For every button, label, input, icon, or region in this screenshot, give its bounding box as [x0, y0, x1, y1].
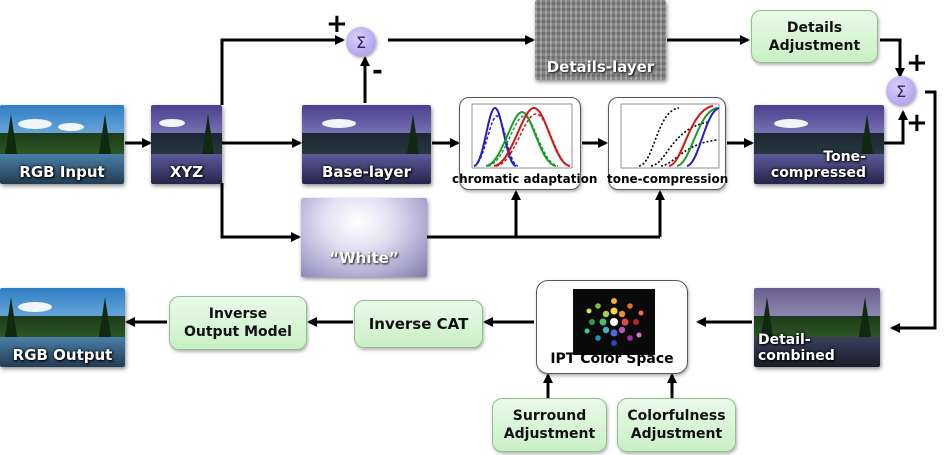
ipt-color-space-box: IPT Color Space	[536, 280, 688, 374]
detail-combined-label: Detail-combined	[758, 332, 835, 364]
ipt-color-space-label: IPT Color Space	[550, 351, 674, 367]
sum-node-top: Σ	[346, 27, 376, 57]
minus-sign: -	[372, 56, 383, 86]
plus-sign: +	[906, 48, 928, 78]
rgb-input-image: RGB Input	[0, 105, 124, 184]
tone-compression-label: tone-compression	[607, 172, 729, 186]
inverse-output-model-label: Inverse Output Model	[184, 306, 292, 340]
details-layer-label: Details-layer	[546, 58, 655, 76]
details-adjustment-label: Details Adjustment	[768, 19, 861, 54]
chromatic-adaptation-plot	[471, 103, 573, 169]
white-image: “White”	[301, 198, 427, 277]
sum-symbol: Σ	[355, 32, 367, 52]
tone-compressed-image: Tone-compressed	[754, 105, 884, 184]
tone-compressed-label: Tone-compressed	[770, 149, 866, 181]
detail-combined-image: Detail-combined	[754, 288, 880, 367]
plus-sign: +	[906, 108, 928, 138]
base-layer-image: Base-layer	[302, 105, 431, 184]
rgb-input-label: RGB Input	[19, 163, 105, 181]
inverse-cat-label: Inverse CAT	[368, 315, 469, 333]
rgb-output-label: RGB Output	[12, 346, 113, 364]
surround-adjustment-box: Surround Adjustment	[492, 398, 607, 452]
sum-node-right: Σ	[886, 76, 916, 106]
xyz-image: XYZ	[151, 105, 222, 184]
base-layer-label: Base-layer	[321, 163, 412, 181]
ipt-color-space-image	[573, 289, 655, 355]
white-label: “White”	[329, 249, 399, 267]
chromatic-adaptation-label: chromatic adaptation	[452, 172, 598, 186]
sum-symbol: Σ	[895, 81, 907, 101]
chromatic-adaptation-box	[459, 97, 581, 190]
inverse-cat-box: Inverse CAT	[354, 300, 483, 348]
details-layer-image: Details-layer	[535, 0, 666, 80]
color-wheel-icon	[584, 298, 644, 346]
tone-compression-box	[608, 97, 726, 190]
colorfulness-adjustment-box: Colorfulness Adjustment	[617, 398, 736, 452]
details-adjustment-box: Details Adjustment	[751, 10, 878, 63]
plus-sign: +	[326, 9, 348, 39]
colorfulness-adjustment-label: Colorfulness Adjustment	[627, 408, 726, 442]
tone-compression-plot	[620, 103, 720, 169]
rgb-output-image: RGB Output	[0, 288, 125, 367]
xyz-label: XYZ	[169, 163, 204, 181]
inverse-output-model-box: Inverse Output Model	[169, 296, 307, 350]
surround-adjustment-label: Surround Adjustment	[503, 408, 596, 442]
